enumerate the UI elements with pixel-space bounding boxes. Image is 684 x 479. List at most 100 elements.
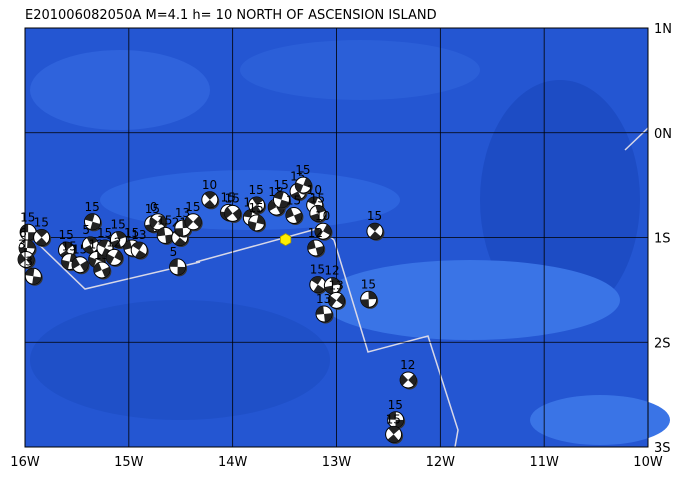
focal-mechanism — [315, 305, 334, 324]
lon-label: 16W — [10, 455, 40, 470]
ball-quadrant — [310, 213, 321, 222]
ball-quadrant — [88, 256, 97, 268]
ball-quadrant — [35, 237, 48, 246]
ball-quadrant — [20, 224, 29, 233]
ball-quadrant — [323, 224, 332, 236]
depth-label: 15 — [62, 240, 77, 254]
ball-quadrant — [330, 277, 341, 286]
lat-label: 1N — [654, 22, 672, 37]
depth-label: 12 — [308, 226, 323, 240]
depth-label: 15 — [221, 190, 236, 204]
ball-quadrant — [93, 262, 102, 274]
focal-mechanism — [17, 250, 36, 269]
ball-quadrant — [165, 234, 174, 244]
depth-label: 15 — [97, 226, 112, 240]
lon-label: 15W — [114, 455, 144, 470]
focal-mechanism — [328, 291, 346, 310]
focal-mechanism — [105, 248, 124, 267]
ball-quadrant — [324, 285, 334, 294]
ball-quadrant — [110, 239, 122, 248]
ball-quadrant — [174, 228, 184, 237]
focal-mechanism — [224, 204, 243, 223]
ball-quadrant — [25, 268, 35, 277]
depth-label: 10 — [307, 183, 322, 197]
depth-label: 10 — [202, 178, 217, 192]
focal-mechanism — [385, 425, 404, 444]
ball-quadrant — [26, 254, 35, 266]
depth-label: 15 — [20, 210, 35, 224]
ball-quadrant — [132, 242, 144, 251]
lon-label: 14W — [218, 455, 248, 470]
depth-label: 15 — [386, 412, 401, 426]
depth-label: 0 — [150, 200, 158, 214]
ball-quadrant — [252, 197, 264, 206]
depth-label: 15 — [286, 194, 301, 208]
map-frame — [24, 27, 649, 448]
ball-quadrant — [224, 207, 233, 219]
focal-mechanism — [294, 176, 313, 195]
ball-quadrant — [311, 276, 323, 285]
ball-quadrant — [115, 231, 127, 240]
depth-label: 3 — [25, 254, 33, 268]
ball-quadrant — [169, 258, 178, 267]
ball-quadrant — [149, 217, 158, 229]
ball-quadrant — [408, 374, 417, 386]
depth-label: 15 — [59, 228, 74, 242]
lon-label: 10W — [633, 455, 663, 470]
ball-quadrant — [369, 231, 381, 240]
ball-quadrant — [336, 293, 345, 306]
lon-label: 13W — [322, 455, 352, 470]
ball-quadrant — [395, 419, 404, 428]
focal-mechanism — [307, 239, 326, 258]
focal-mechanism — [366, 222, 385, 241]
ball-quadrant — [268, 200, 277, 212]
lon-label: 12W — [426, 455, 456, 470]
focal-mechanism — [309, 276, 328, 295]
focal-mechanism — [323, 277, 342, 296]
depth-label: 15 — [34, 216, 49, 230]
focal-mechanism — [71, 256, 90, 275]
depth-label: 13 — [175, 206, 190, 220]
depth-label: 13 — [131, 228, 146, 242]
ball-quadrant — [388, 426, 400, 435]
ball-quadrant — [61, 259, 70, 270]
ball-quadrant — [27, 239, 36, 249]
ball-quadrant — [248, 221, 257, 231]
ball-quadrant — [177, 266, 186, 275]
ball-quadrant — [84, 213, 95, 222]
focal-mechanism — [109, 231, 128, 250]
depth-label: 15 — [84, 200, 99, 214]
depth-label: 15 — [310, 263, 325, 277]
ball-quadrant — [86, 236, 98, 245]
ball-quadrant — [193, 216, 202, 228]
ball-quadrant — [279, 199, 290, 208]
focal-mechanism — [83, 213, 102, 232]
depth-label: 15 — [110, 218, 125, 232]
depth-label: 13 — [329, 278, 344, 292]
ball-quadrant — [328, 295, 337, 307]
focal-mechanism — [58, 241, 77, 260]
ball-quadrant — [290, 191, 302, 200]
ball-quadrant — [83, 244, 95, 253]
ball-quadrant — [32, 276, 42, 285]
focal-mechanism — [156, 226, 175, 245]
ball-quadrant — [72, 257, 81, 269]
depth-label: 15 — [157, 213, 172, 227]
depth-label: 15 — [249, 183, 264, 197]
depth-label: 13 — [316, 292, 331, 306]
lat-label: 0N — [654, 127, 672, 142]
ball-quadrant — [315, 246, 324, 256]
focal-mechanism — [248, 196, 267, 215]
depth-label: 15 — [361, 277, 376, 291]
ball-quadrant — [293, 212, 302, 223]
depth-label: 6 — [19, 226, 27, 240]
depth-label: 3 — [18, 237, 26, 251]
focal-mechanism — [130, 241, 149, 260]
focal-mechanism — [93, 261, 112, 280]
depth-label: 12 — [106, 235, 121, 249]
ball-quadrant — [157, 215, 166, 227]
depth-label: 5 — [82, 223, 90, 237]
ball-quadrant — [185, 216, 194, 228]
depth-label: 15 — [225, 191, 240, 205]
